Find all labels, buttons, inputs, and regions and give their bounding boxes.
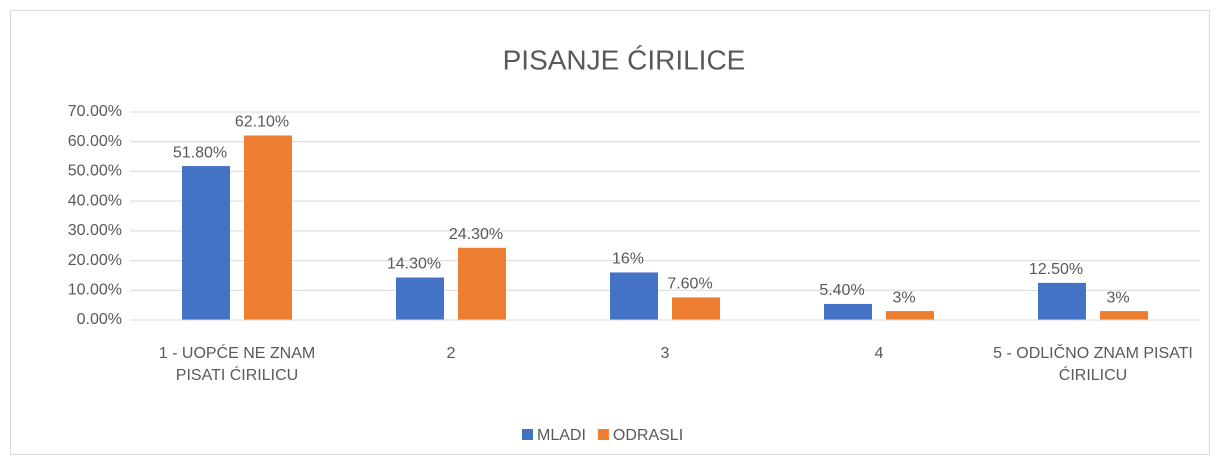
data-label: 24.30% [449,226,503,243]
x-tick-label: 5 - ODLIČNO ZNAM PISATI ĆIRILICU [993,345,1193,384]
y-tick-label: 60.00% [68,133,122,150]
bar [458,247,506,320]
legend-swatch [597,429,609,440]
bar [824,303,872,320]
chart-title: PISANJE ĆIRILICE [503,44,746,75]
legend-label: ODRASLI [613,427,683,444]
y-tick-label: 70.00% [68,103,122,120]
bar [1038,282,1086,320]
data-label: 5.40% [819,282,864,299]
data-label: 14.30% [387,256,441,273]
data-label: 3% [892,289,915,306]
x-tick-label: 1 - UOPĆE NE ZNAM PISATI ĆIRILICU [158,345,316,384]
y-tick-label: 0.00% [77,311,122,328]
x-tick-label: 4 [874,345,884,362]
legend-swatch [522,429,533,440]
data-label: 3% [1106,289,1129,306]
x-tick-label: 2 [446,345,456,362]
bar [672,297,720,320]
bar [396,277,444,320]
y-tick-label: 10.00% [68,282,122,299]
bar [182,166,230,320]
legend-label: MLADI [537,427,586,444]
data-label: 7.60% [667,276,712,293]
bar [886,311,934,320]
x-tick-label: 3 [660,345,670,362]
data-label: 62.10% [235,114,289,131]
data-label: 12.50% [1029,261,1083,278]
data-label: 16% [612,251,644,268]
y-tick-label: 20.00% [68,252,122,269]
y-tick-label: 50.00% [68,163,122,180]
bar [244,135,292,320]
y-tick-label: 30.00% [68,222,122,239]
y-tick-label: 40.00% [68,192,122,209]
data-label: 51.80% [173,144,227,161]
bar [1100,311,1148,320]
bar [610,272,658,320]
